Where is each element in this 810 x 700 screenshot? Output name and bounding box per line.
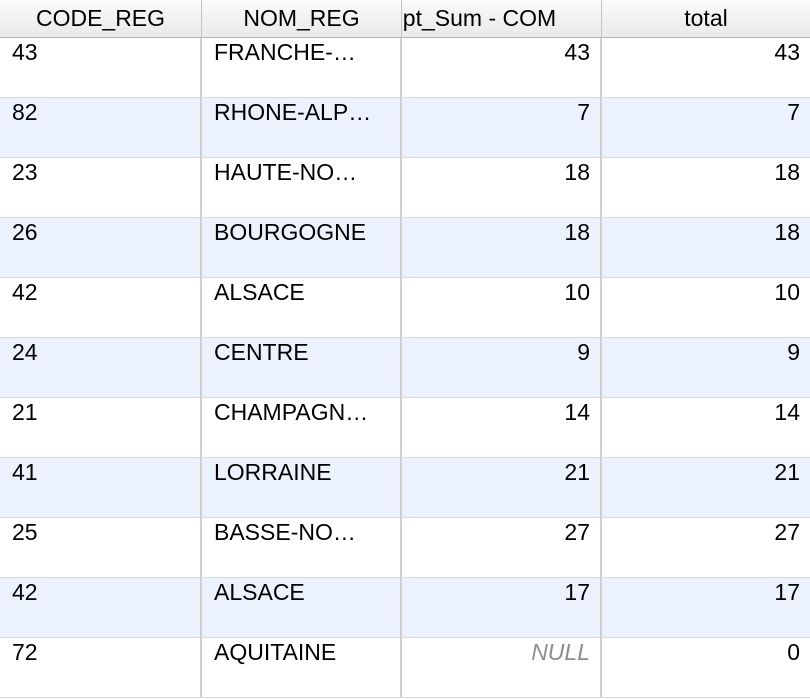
cell-dpt-sum[interactable]: 27	[402, 518, 602, 578]
cell-code-reg[interactable]: 43	[0, 38, 202, 98]
table-row[interactable]: 26 BOURGOGNE 18 18	[0, 218, 810, 278]
cell-dpt-sum[interactable]: 17	[402, 578, 602, 638]
column-header-nom-reg[interactable]: NOM_REG	[202, 0, 402, 37]
cell-nom-reg[interactable]: BASSE-NO…	[202, 518, 402, 578]
cell-total[interactable]: 18	[602, 218, 810, 278]
cell-nom-reg[interactable]: FRANCHE-…	[202, 38, 402, 98]
cell-code-reg[interactable]: 72	[0, 638, 202, 698]
cell-dpt-sum[interactable]: 18	[402, 158, 602, 218]
cell-nom-reg[interactable]: BOURGOGNE	[202, 218, 402, 278]
cell-total[interactable]: 9	[602, 338, 810, 398]
cell-dpt-sum[interactable]: 14	[402, 398, 602, 458]
cell-code-reg[interactable]: 25	[0, 518, 202, 578]
cell-dpt-sum[interactable]: 18	[402, 218, 602, 278]
cell-nom-reg[interactable]: ALSACE	[202, 278, 402, 338]
table-row[interactable]: 25 BASSE-NO… 27 27	[0, 518, 810, 578]
table-row[interactable]: 41 LORRAINE 21 21	[0, 458, 810, 518]
cell-code-reg[interactable]: 42	[0, 578, 202, 638]
cell-dpt-sum[interactable]: 9	[402, 338, 602, 398]
cell-code-reg[interactable]: 42	[0, 278, 202, 338]
table-row[interactable]: 72 AQUITAINE NULL 0	[0, 638, 810, 698]
table-row[interactable]: 23 HAUTE-NO… 18 18	[0, 158, 810, 218]
cell-code-reg[interactable]: 26	[0, 218, 202, 278]
cell-total[interactable]: 17	[602, 578, 810, 638]
cell-total[interactable]: 21	[602, 458, 810, 518]
table-row[interactable]: 42 ALSACE 10 10	[0, 278, 810, 338]
cell-dpt-sum[interactable]: 7	[402, 98, 602, 158]
cell-dpt-sum[interactable]: 10	[402, 278, 602, 338]
cell-nom-reg[interactable]: HAUTE-NO…	[202, 158, 402, 218]
table-row[interactable]: 43 FRANCHE-… 43 43	[0, 38, 810, 98]
cell-nom-reg[interactable]: RHONE-ALP…	[202, 98, 402, 158]
table-header: CODE_REG NOM_REG dpt_Sum - COM total	[0, 0, 810, 38]
table-row[interactable]: 82 RHONE-ALP… 7 7	[0, 98, 810, 158]
cell-code-reg[interactable]: 21	[0, 398, 202, 458]
cell-dpt-sum-null[interactable]: NULL	[402, 638, 602, 698]
cell-nom-reg[interactable]: AQUITAINE	[202, 638, 402, 698]
cell-nom-reg[interactable]: LORRAINE	[202, 458, 402, 518]
cell-nom-reg[interactable]: CHAMPAGN…	[202, 398, 402, 458]
cell-total[interactable]: 10	[602, 278, 810, 338]
cell-nom-reg[interactable]: CENTRE	[202, 338, 402, 398]
cell-nom-reg[interactable]: ALSACE	[202, 578, 402, 638]
cell-total[interactable]: 14	[602, 398, 810, 458]
table-row[interactable]: 24 CENTRE 9 9	[0, 338, 810, 398]
table-row[interactable]: 42 ALSACE 17 17	[0, 578, 810, 638]
column-header-dpt-sum[interactable]: dpt_Sum - COM	[402, 0, 602, 37]
table-row[interactable]: 21 CHAMPAGN… 14 14	[0, 398, 810, 458]
cell-total[interactable]: 18	[602, 158, 810, 218]
cell-dpt-sum[interactable]: 43	[402, 38, 602, 98]
cell-total[interactable]: 0	[602, 638, 810, 698]
cell-dpt-sum[interactable]: 21	[402, 458, 602, 518]
cell-code-reg[interactable]: 24	[0, 338, 202, 398]
column-header-total[interactable]: total	[684, 5, 728, 31]
cell-total[interactable]: 43	[602, 38, 810, 98]
cell-code-reg[interactable]: 82	[0, 98, 202, 158]
column-header-code-reg[interactable]: CODE_REG	[0, 0, 202, 37]
cell-total[interactable]: 27	[602, 518, 810, 578]
cell-code-reg[interactable]: 23	[0, 158, 202, 218]
cell-total[interactable]: 7	[602, 98, 810, 158]
cell-code-reg[interactable]: 41	[0, 458, 202, 518]
